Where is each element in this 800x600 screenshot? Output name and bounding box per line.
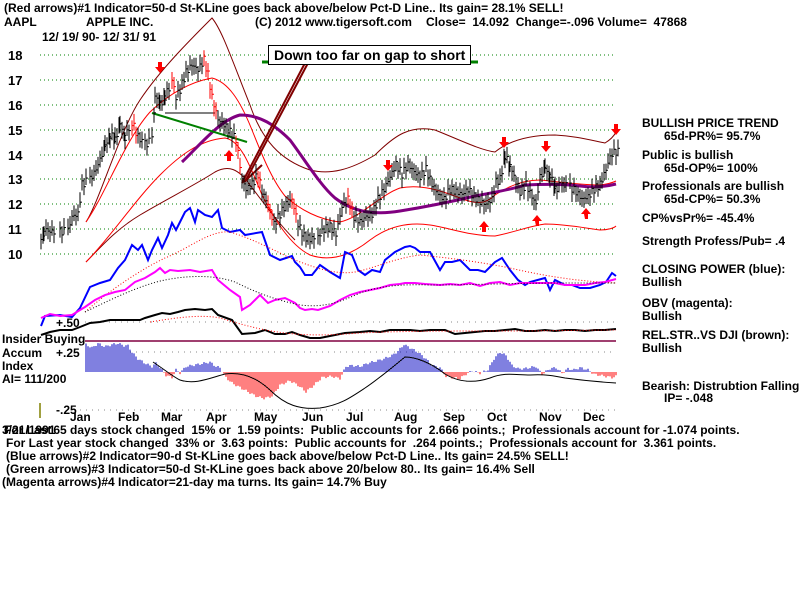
accum-ma	[152, 356, 617, 409]
relative-strength-line	[40, 307, 617, 339]
x-tick-mar: Mar	[161, 410, 183, 424]
buy-arrow-icon	[224, 150, 234, 161]
y-tick-18: 18	[8, 48, 23, 63]
copyright: (C) 2012 www.tigersoft.com	[255, 15, 412, 29]
y-tick-15: 15	[8, 123, 23, 138]
callout-pointer	[241, 62, 309, 184]
sell-arrow-icon	[155, 62, 165, 73]
buy-arrow-icon	[581, 208, 591, 219]
footer-prefix: For Last	[4, 423, 52, 437]
insider-buying-label: Insider Buying	[2, 332, 86, 346]
lower-outer-band	[85, 168, 296, 263]
y-tick-17: 17	[8, 73, 23, 88]
signal-arrows	[155, 62, 621, 232]
pr-value: 65d-PR%= 95.7%	[664, 129, 761, 143]
cp-value: 65d-CP%= 50.3%	[664, 192, 761, 206]
y-tick-11: 11	[8, 222, 22, 237]
upper-outer-band	[85, 17, 617, 223]
green-trendline	[151, 112, 248, 143]
closing-power-label: CLOSING POWER (blue):	[642, 262, 786, 276]
company-name: APPLE INC.	[86, 15, 154, 29]
x-tick-feb: Feb	[118, 410, 140, 424]
quote-summary: Close= 14.092 Change=-.096 Volume= 47868	[426, 15, 687, 29]
obv-value: Bullish	[642, 309, 683, 323]
professionals-status: Professionals are bullish	[642, 179, 785, 193]
plus50-label: +.50	[56, 316, 80, 330]
op-value: 65d-OP%= 100%	[664, 161, 758, 175]
indicator-1-text: (Red arrows)#1 Indicator=50-d St-KLine g…	[4, 1, 564, 15]
closing-power-ma	[84, 231, 617, 313]
symbol: AAPL	[4, 15, 37, 29]
indicator-gridlines	[80, 321, 616, 411]
annotation-callout: Down too far on gap to short	[268, 45, 472, 65]
accum-status: Bearish: Distrubtion Falling.	[642, 379, 800, 393]
x-tick-aug: Aug	[394, 410, 418, 424]
indicator-2-text: (Blue arrows)#2 Indicator=90-d St-KLine …	[6, 449, 569, 463]
x-tick-oct: Oct	[487, 410, 508, 424]
buy-arrow-icon	[532, 215, 542, 226]
closing-power-value: Bullish	[642, 275, 683, 289]
cp-vs-pr: CP%vsPr%= -45.4%	[642, 211, 755, 225]
date-range: 12/ 19/ 90- 12/ 31/ 91	[42, 30, 157, 44]
sell-arrow-icon	[383, 160, 393, 171]
y-tick-16: 16	[8, 98, 23, 113]
lower-inner-band	[85, 137, 617, 263]
sell-arrow-icon	[541, 141, 551, 152]
x-tick-apr: Apr	[206, 410, 227, 424]
y-tick-13: 13	[8, 172, 23, 187]
indicator-3-text: (Green arrows)#3 Indicator=50-d St-KLine…	[6, 462, 535, 476]
sell-arrow-icon	[611, 124, 621, 135]
y-tick-14: 14	[8, 148, 23, 163]
closing-power-line	[40, 206, 617, 327]
y-tick-12: 12	[8, 197, 23, 212]
index-label: Index	[2, 359, 34, 373]
footer-65day-summary: 65 days stock changed 15% or 1.59 points…	[50, 423, 740, 437]
y-tick-10: 10	[8, 247, 23, 262]
price-bars	[40, 50, 620, 250]
footer-year-summary: For Last year stock changed 33% or 3.63 …	[6, 436, 717, 450]
x-tick-may: May	[254, 410, 278, 424]
x-tick-nov: Nov	[539, 410, 562, 424]
trend-title: BULLISH PRICE TREND	[642, 116, 779, 130]
obv-label: OBV (magenta):	[642, 296, 733, 310]
moving-average-line	[180, 113, 617, 215]
ip-value: IP= -.048	[664, 391, 714, 405]
public-status: Public is bullish	[642, 148, 734, 162]
minus25-label: -.25	[56, 403, 77, 417]
sell-arrow-icon	[499, 137, 509, 148]
ai-value: AI= 111/200	[2, 372, 67, 386]
x-tick-jun: Jun	[302, 410, 324, 424]
obv-line	[40, 266, 617, 319]
indicator-4-text: (Magenta arrows)#4 Indicator=21-day ma t…	[2, 475, 387, 489]
buy-arrow-icon	[479, 221, 489, 232]
x-tick-sep: Sep	[443, 410, 466, 424]
footer-overlap-date: 3/21/1991	[2, 423, 56, 437]
x-tick-dec: Dec	[583, 410, 606, 424]
x-tick-jan: Jan	[70, 410, 91, 424]
accum-label: Accum	[2, 346, 43, 360]
plus25-label: +.25	[56, 346, 80, 360]
x-tick-jul: Jul	[346, 410, 364, 424]
relstr-label: REL.STR..VS DJI (brown):	[642, 328, 790, 342]
relative-strength-ma	[149, 315, 617, 336]
relstr-value: Bullish	[642, 341, 683, 355]
strength-value: Strength Profess/Pub= .4	[642, 234, 786, 248]
